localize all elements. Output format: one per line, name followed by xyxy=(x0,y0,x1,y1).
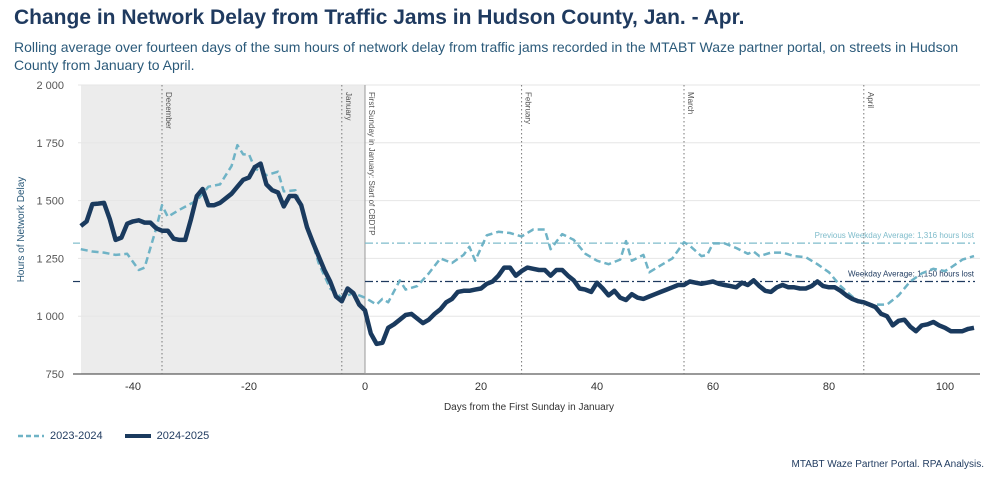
shaded-region xyxy=(81,85,365,374)
legend-label: 2023-2024 xyxy=(50,430,103,442)
chart-title: Change in Network Delay from Traffic Jam… xyxy=(14,6,745,29)
source-note: MTABT Waze Partner Portal. RPA Analysis. xyxy=(791,459,984,470)
legend: 2023-2024 2024-2025 xyxy=(18,430,209,442)
legend-item-2023-2024: 2023-2024 xyxy=(18,430,103,442)
reference-line-label: Weekday Average: 1,150 hours lost xyxy=(848,270,975,279)
x-tick-label: 100 xyxy=(936,381,954,393)
legend-label: 2024-2025 xyxy=(156,430,210,442)
legend-item-2024-2025: 2024-2025 xyxy=(124,430,210,442)
month-marker-label: December xyxy=(164,92,173,129)
dashed-line-swatch-icon xyxy=(18,434,44,438)
x-tick-label: 0 xyxy=(362,381,368,393)
x-tick-label: 80 xyxy=(823,381,835,393)
y-tick-label: 2 000 xyxy=(36,80,64,92)
month-marker-label: March xyxy=(686,92,695,114)
x-tick-label: 20 xyxy=(475,381,487,393)
month-marker-label: April xyxy=(866,92,875,108)
x-axis-label: Days from the First Sunday in January xyxy=(444,402,614,413)
month-marker-label: First Sunday in January: Start of CBDTP xyxy=(367,92,376,236)
x-tick-label: -40 xyxy=(125,381,141,393)
month-marker-label: February xyxy=(524,92,533,124)
y-tick-label: 1 000 xyxy=(36,311,64,323)
series-line-2024-2025 xyxy=(79,161,975,347)
reference-line-label: Previous Weekday Average: 1,316 hours lo… xyxy=(815,231,975,240)
y-tick-label: 1 750 xyxy=(36,138,64,150)
x-tick-label: 40 xyxy=(591,381,603,393)
y-axis-label: Hours of Network Delay xyxy=(16,177,27,283)
x-tick-label: -20 xyxy=(241,381,257,393)
solid-line-swatch-icon xyxy=(124,434,151,438)
series-line-2023-2024 xyxy=(80,143,975,306)
y-tick-label: 750 xyxy=(46,369,64,381)
month-marker-label: January xyxy=(344,92,353,120)
y-tick-label: 1 250 xyxy=(36,253,64,265)
y-tick-label: 1 500 xyxy=(36,196,64,208)
x-tick-label: 60 xyxy=(707,381,719,393)
chart-subtitle: Rolling average over fourteen days of th… xyxy=(14,39,959,73)
